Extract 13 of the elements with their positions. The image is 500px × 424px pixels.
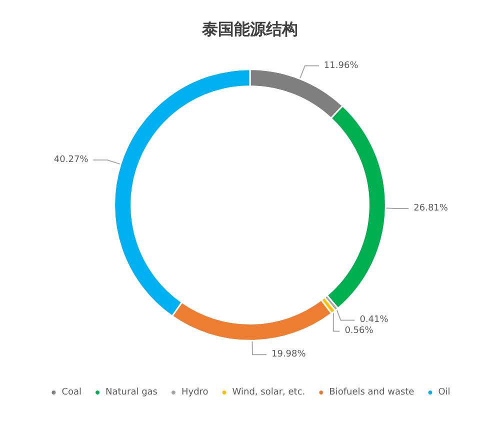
legend-label: Coal <box>62 388 82 398</box>
data-label: 26.81% <box>414 203 448 214</box>
legend-label: Wind, solar, etc. <box>232 388 306 398</box>
legend-label: Oil <box>438 388 450 398</box>
data-label: 11.96% <box>324 60 359 71</box>
legend-label: Natural gas <box>106 388 158 398</box>
data-label: 0.56% <box>344 326 374 336</box>
data-label: 19.98% <box>271 350 306 360</box>
chart-title: 泰国能源结构 <box>201 20 298 38</box>
data-label: 40.27% <box>54 154 89 165</box>
legend-label: Biofuels and waste <box>329 388 415 398</box>
data-label: 0.41% <box>360 315 389 326</box>
legend-label: Hydro <box>181 388 209 398</box>
